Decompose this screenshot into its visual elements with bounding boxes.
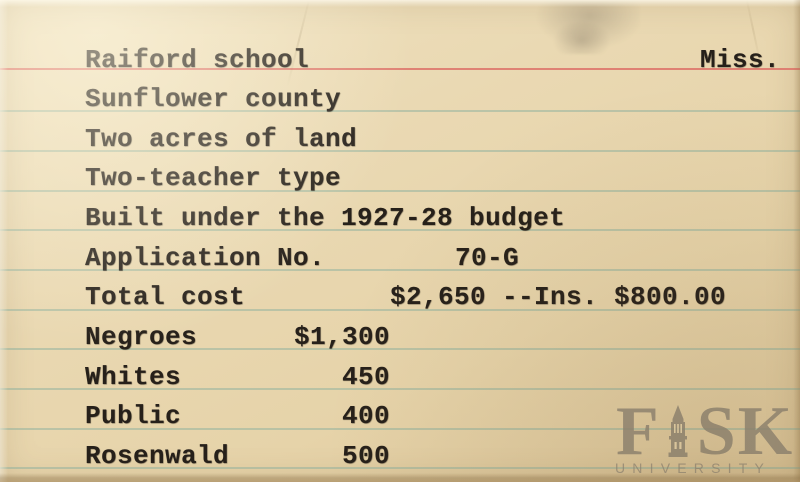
application-number-label: Application No.: [85, 243, 326, 273]
building-type-line: Two-teacher type: [85, 163, 342, 193]
total-cost-label: Total cost: [85, 282, 246, 312]
fisk-letter-s: S: [696, 393, 736, 470]
application-number-value: 70-G: [455, 243, 520, 273]
funding-source: Whites: [85, 362, 182, 392]
funding-source: Negroes: [85, 322, 198, 352]
card-left-edge: [0, 0, 8, 482]
fisk-letter-k: K: [737, 393, 793, 470]
county-line: Sunflower county: [85, 84, 342, 114]
funding-amount: 450: [341, 362, 390, 392]
funding-source: Public: [85, 401, 182, 431]
total-cost-value: $2,650 --Ins. $800.00: [390, 282, 727, 312]
card-right-edge: [793, 0, 800, 482]
funding-source: Rosenwald: [85, 441, 230, 471]
fisk-letter-f: F: [616, 393, 659, 470]
funding-amount: 400: [341, 401, 390, 431]
fisk-university-watermark: F S K UN: [615, 393, 793, 476]
card-bottom-edge: [0, 473, 800, 482]
fisk-wordmark: F S K: [615, 393, 793, 470]
funding-amount: 500: [341, 441, 390, 471]
card-top-edge: [0, 0, 800, 7]
funding-amount: $1,300: [293, 322, 390, 352]
budget-line: Built under the 1927-28 budget: [85, 203, 566, 233]
jubilee-tower-icon: [668, 405, 688, 457]
state-abbreviation: Miss.: [700, 45, 781, 75]
land-line: Two acres of land: [85, 124, 358, 154]
school-name: Raiford school: [85, 45, 310, 75]
paper-smudge: [528, 0, 640, 54]
